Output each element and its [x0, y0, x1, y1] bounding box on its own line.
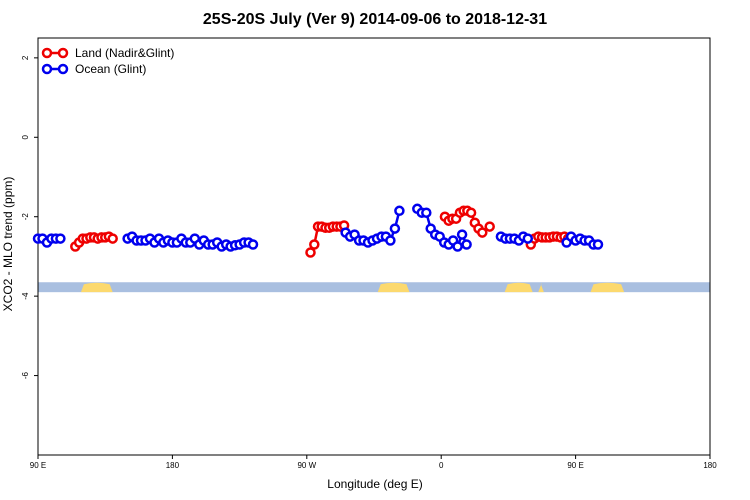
- land-region: [538, 282, 544, 293]
- data-point: [55, 233, 66, 244]
- chart-title: 25S-20S July (Ver 9) 2014-09-06 to 2018-…: [203, 11, 547, 28]
- data-point: [305, 247, 316, 258]
- series-layer: [32, 203, 604, 258]
- y-tick-label: 2: [21, 55, 30, 60]
- x-tick-label: 0: [439, 461, 444, 470]
- series-land: [70, 205, 574, 258]
- legend-marker: [41, 47, 53, 59]
- data-point: [465, 207, 477, 218]
- y-tick-label: 0: [21, 135, 30, 140]
- data-point: [107, 233, 118, 244]
- x-axis: 90 E 180 90 W 0 90 E 180: [30, 455, 717, 470]
- data-point: [389, 223, 401, 234]
- legend-label: Ocean (Glint): [75, 62, 146, 76]
- x-tick-label: 90 W: [297, 461, 316, 470]
- x-tick-label: 180: [166, 461, 180, 470]
- x-tick-label: 90 E: [30, 461, 46, 470]
- data-point: [247, 239, 259, 250]
- y-tick-label: -2: [21, 213, 30, 221]
- series-ocean: [32, 203, 604, 252]
- y-axis-label: XCO2 - MLO trend (ppm): [1, 177, 15, 312]
- land-ocean-strip: [38, 282, 710, 293]
- y-tick-label: -4: [21, 292, 30, 300]
- data-point: [456, 229, 468, 240]
- land-region: [504, 282, 533, 293]
- legend: Land (Nadir&Glint) Ocean (Glint): [41, 46, 174, 76]
- land-region: [377, 282, 410, 293]
- legend-marker: [57, 47, 69, 59]
- data-point: [461, 239, 472, 250]
- x-tick-label: 180: [703, 461, 717, 470]
- legend-marker: [57, 63, 69, 75]
- data-point: [452, 241, 463, 252]
- data-point: [484, 221, 495, 232]
- legend-item: Ocean (Glint): [41, 62, 146, 76]
- data-point: [385, 235, 396, 246]
- legend-label: Land (Nadir&Glint): [75, 46, 174, 60]
- data-point: [309, 239, 320, 250]
- x-tick-label: 90 E: [567, 461, 583, 470]
- legend-item: Land (Nadir&Glint): [41, 46, 174, 60]
- plot-frame: [37, 37, 711, 456]
- data-point: [394, 205, 405, 217]
- land-region: [590, 282, 625, 293]
- data-point: [522, 233, 534, 244]
- legend-marker: [41, 63, 53, 75]
- data-point: [592, 239, 604, 250]
- land-region: [80, 282, 113, 293]
- y-axis: 2 0 -2 -4 -6: [21, 55, 38, 379]
- data-point: [421, 207, 432, 218]
- y-tick-label: -6: [21, 371, 30, 379]
- x-axis-label: Longitude (deg E): [327, 477, 422, 491]
- ocean-strip: [38, 282, 710, 293]
- data-point: [477, 227, 488, 238]
